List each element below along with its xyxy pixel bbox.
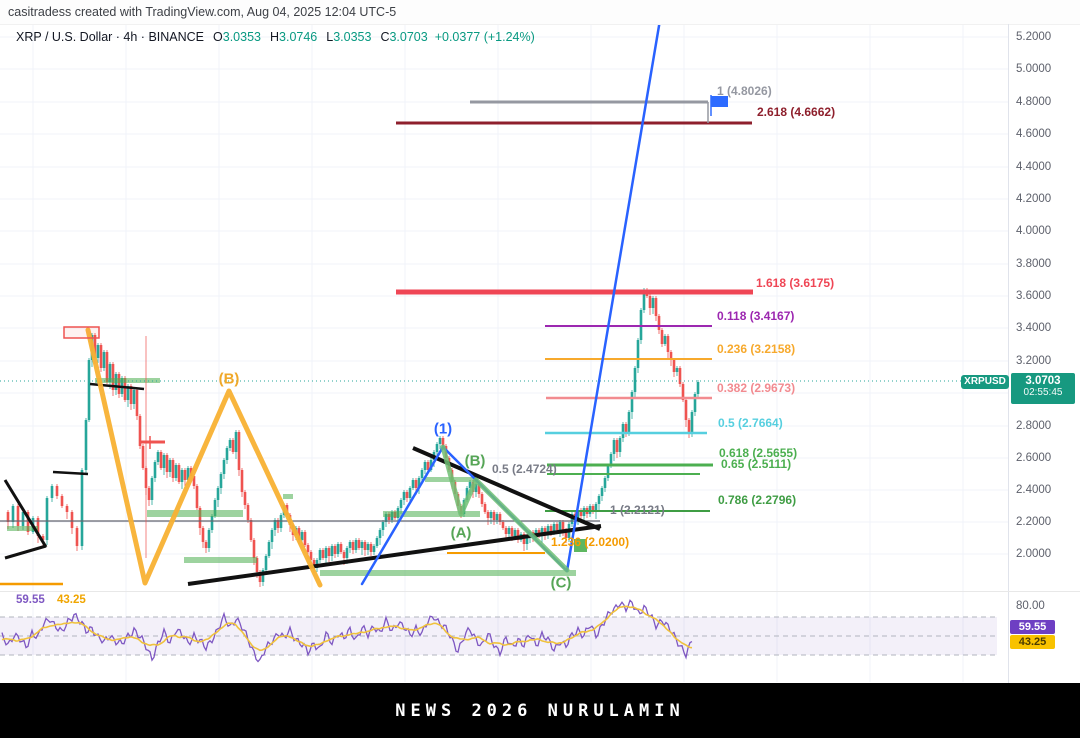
current-price-value: 3.0703 — [1025, 375, 1061, 387]
rsi-axis-tick-80: 80.00 — [1016, 600, 1045, 612]
symbol-title[interactable]: XRP / U.S. Dollar · 4h · BINANCE — [16, 30, 205, 44]
news-banner-text: NEWS 2026 NURULAMIN — [395, 700, 685, 721]
attribution-bar: casitradess created with TradingView.com… — [0, 0, 1080, 25]
open-value: 3.0353 — [222, 30, 261, 44]
price-axis-separator — [1008, 24, 1009, 683]
change-value: +0.0377 (+1.24%) — [434, 30, 535, 44]
low-value: 3.0353 — [333, 30, 372, 44]
orange-b-wave — [85, 327, 323, 588]
grid — [0, 25, 1008, 682]
current-price-badge: 3.0703 02:55:45 — [1011, 373, 1075, 404]
rsi-pane — [0, 599, 997, 663]
close-value: 3.0703 — [389, 30, 428, 44]
bar-countdown: 02:55:45 — [1023, 387, 1063, 398]
red-price-box — [63, 326, 100, 339]
high-value: 3.0746 — [279, 30, 318, 44]
open-label: O — [213, 30, 223, 44]
fib-lines — [0, 100, 753, 586]
rsi-value: 59.55 — [16, 594, 45, 606]
rsi-axis-badge: 59.55 — [1010, 620, 1055, 634]
attribution-text: casitradess created with TradingView.com… — [8, 5, 397, 19]
price-pane — [0, 25, 1008, 588]
rsi-ma-value: 43.25 — [56, 594, 86, 606]
support-zones — [7, 378, 576, 576]
news-banner: NEWS 2026 NURULAMIN — [0, 683, 1080, 738]
flag-icon — [711, 96, 728, 107]
rsi-line — [1, 599, 693, 663]
rsi-ma-axis-badge: 43.25 — [1010, 635, 1055, 649]
high-label: H — [269, 30, 280, 44]
short-line-a — [52, 470, 89, 476]
left-wedge-upper — [3, 479, 48, 548]
close-label: C — [380, 30, 390, 44]
trend-lines — [3, 382, 602, 586]
green-abc-wave — [440, 444, 570, 573]
low-label: L — [326, 30, 334, 44]
price-label-symbol-pill: XRPUSD — [961, 375, 1009, 389]
pane-separator[interactable] — [0, 591, 1080, 592]
markers — [63, 95, 728, 558]
triangle-upper — [412, 446, 601, 531]
rsi-ma-line — [1, 605, 693, 652]
green-square-marker — [574, 539, 587, 552]
rsi-status-values: 59.55 43.25 — [16, 594, 86, 606]
symbol-header: XRP / U.S. Dollar · 4h · BINANCE O3.0353 H… — [16, 30, 535, 44]
left-wedge-lower — [4, 544, 47, 560]
